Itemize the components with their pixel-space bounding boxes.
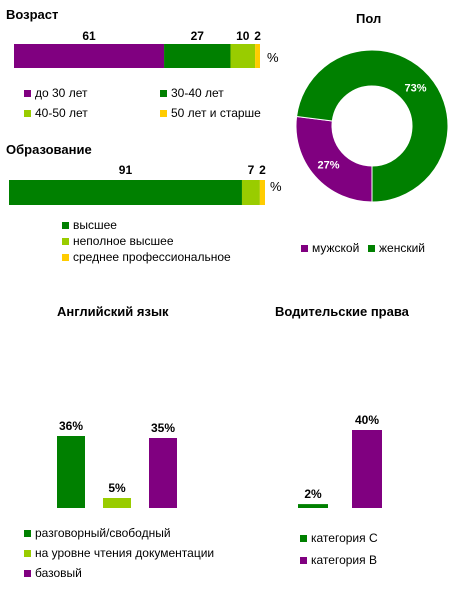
english-legend-item-2: на уровне чтения документации (24, 546, 214, 560)
english-bar (57, 436, 85, 508)
education-unit-label: % (270, 179, 282, 194)
license-legend-item-2: категория В (300, 553, 377, 567)
age-value-label: 2 (254, 29, 261, 43)
english-bar (149, 438, 177, 508)
gender-title: Пол (356, 11, 382, 26)
age-segment (164, 44, 231, 68)
age-unit-label: % (267, 50, 279, 65)
education-segment (241, 180, 260, 205)
license-legend-item-1: категория С (300, 531, 378, 545)
donut-slice-label: 27% (317, 159, 339, 171)
education-segment (259, 180, 265, 205)
license-title: Водительские права (275, 304, 409, 319)
age-segment (255, 44, 260, 68)
education-value-label: 7 (248, 163, 255, 177)
gender-legend-item-1: мужской (301, 241, 359, 255)
english-bar-label: 35% (151, 421, 175, 435)
english-chart: 36% 5% 35% (57, 419, 177, 508)
education-value-label: 91 (119, 163, 133, 177)
english-bar-label: 5% (108, 481, 126, 495)
age-value-label: 61 (82, 29, 96, 43)
english-title: Английский язык (57, 304, 169, 319)
license-bar-label: 2% (304, 487, 322, 501)
education-legend-item-1: высшее (62, 218, 117, 232)
education-segment (9, 180, 242, 205)
english-legend-item-1: разговорный/свободный (24, 526, 171, 540)
license-bar (298, 504, 328, 508)
english-bar-label: 36% (59, 419, 83, 433)
education-title: Образование (6, 142, 92, 157)
age-legend-item-1: до 30 лет (24, 86, 87, 100)
age-chart: 61 27 10 2% (14, 29, 279, 68)
donut-slice-label: 73% (404, 83, 426, 95)
license-chart: 2% 40% (298, 413, 382, 508)
age-legend-item-4: 50 лет и старше (160, 106, 261, 120)
education-value-label: 2 (259, 163, 266, 177)
education-legend-item-2: неполное высшее (62, 234, 174, 248)
education-legend-item-3: среднее профессиональное (62, 250, 231, 264)
education-chart: 91 7 2% (9, 163, 282, 205)
age-segment (230, 44, 256, 68)
gender-donut: 27% 73% (295, 49, 449, 203)
donut-slice (295, 115, 373, 203)
age-segment (14, 44, 165, 68)
age-value-label: 10 (236, 29, 250, 43)
age-title: Возраст (6, 7, 59, 22)
license-bar (352, 430, 382, 508)
english-legend-item-3: базовый (24, 566, 82, 580)
donut-slice (296, 49, 449, 203)
age-value-label: 27 (191, 29, 205, 43)
age-legend-item-2: 30-40 лет (160, 86, 224, 100)
license-bar-label: 40% (355, 413, 379, 427)
english-bar (103, 498, 131, 508)
gender-legend-item-2: женский (368, 241, 425, 255)
age-legend-item-3: 40-50 лет (24, 106, 88, 120)
